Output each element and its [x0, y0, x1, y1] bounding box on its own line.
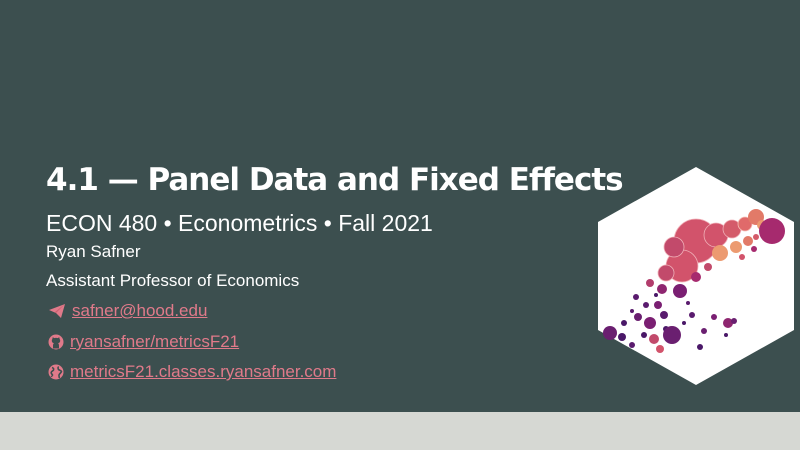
bubble-plot-graphic [603, 209, 785, 353]
globe-icon [48, 364, 64, 380]
github-row: ryansafner/metricsF21 [48, 332, 239, 352]
slide-title: 4.1 — Panel Data and Fixed Effects [46, 162, 624, 198]
slide: 4.1 — Panel Data and Fixed Effects ECON … [0, 0, 800, 412]
author-title: Assistant Professor of Economics [46, 271, 300, 290]
email-link[interactable]: safner@hood.edu [72, 301, 208, 320]
website-link[interactable]: metricsF21.classes.ryansafner.com [70, 362, 337, 381]
website-row: metricsF21.classes.ryansafner.com [48, 362, 336, 382]
paper-plane-icon [48, 303, 66, 319]
github-link[interactable]: ryansafner/metricsF21 [70, 332, 240, 351]
author-name: Ryan Safner [46, 242, 141, 261]
course-hex-logo [596, 165, 796, 387]
course-subtitle: ECON 480 • Econometrics • Fall 2021 [46, 210, 433, 236]
footer-band [0, 412, 800, 450]
email-row: safner@hood.edu [48, 301, 207, 321]
github-icon [48, 334, 64, 350]
